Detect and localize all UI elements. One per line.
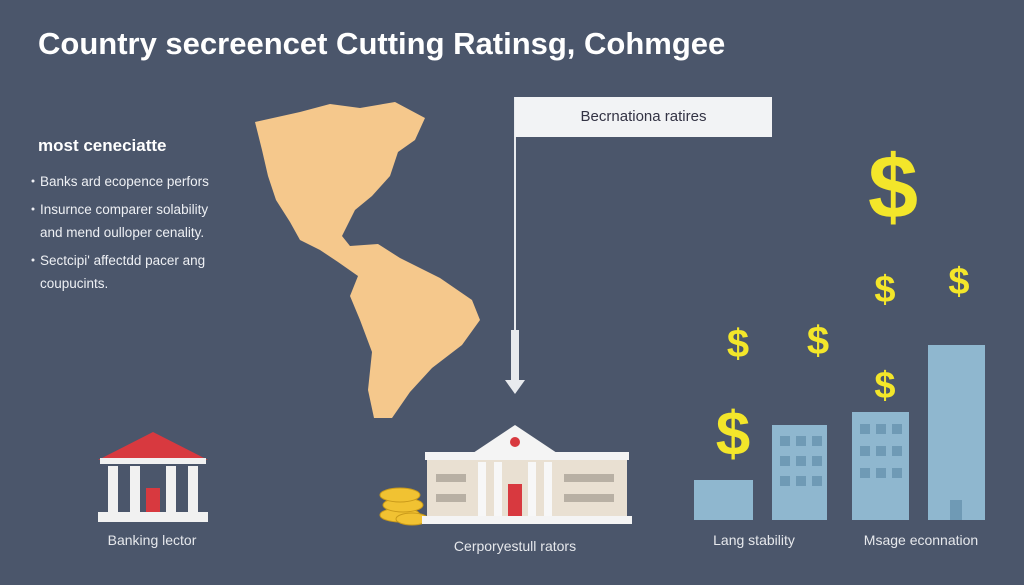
bank-icon (98, 432, 208, 522)
coins (379, 487, 429, 526)
dollar-sign: $ (868, 138, 918, 238)
title: Country secreencet Cutting Ratinsg, Cohm… (38, 26, 726, 61)
bullet (31, 258, 35, 262)
dollar-sign: $ (727, 322, 749, 366)
bottom-label: Banking lector (107, 532, 197, 548)
building-windows (780, 424, 962, 520)
dollar-sign: $ (948, 261, 969, 303)
sidebar-item: Banks ard ecopence perfors (40, 174, 209, 189)
sidebar-heading: most ceneciatte (38, 136, 167, 155)
bottom-label: Msage econnation (863, 532, 979, 548)
bullet (31, 207, 35, 211)
bullet (31, 179, 35, 183)
bottom-label: Cerporyestull rators (453, 538, 577, 554)
sidebar-item: Insurnce comparer solability and mend ou… (40, 202, 209, 240)
dollar-sign: $ (874, 269, 895, 311)
arrow-shaft (511, 330, 519, 382)
government-building (422, 425, 632, 524)
map (255, 102, 480, 418)
arrow-head (505, 380, 525, 394)
sidebar-item: Sectcipi' affectdd pacer ang coupucints. (40, 253, 206, 291)
dollar-sign: $ (716, 400, 750, 469)
dollar-sign: $ (874, 365, 895, 407)
callout-label: Becrnationa ratires (515, 97, 772, 137)
bottom-label: Lang stability (713, 532, 795, 548)
dollar-sign: $ (807, 319, 829, 363)
